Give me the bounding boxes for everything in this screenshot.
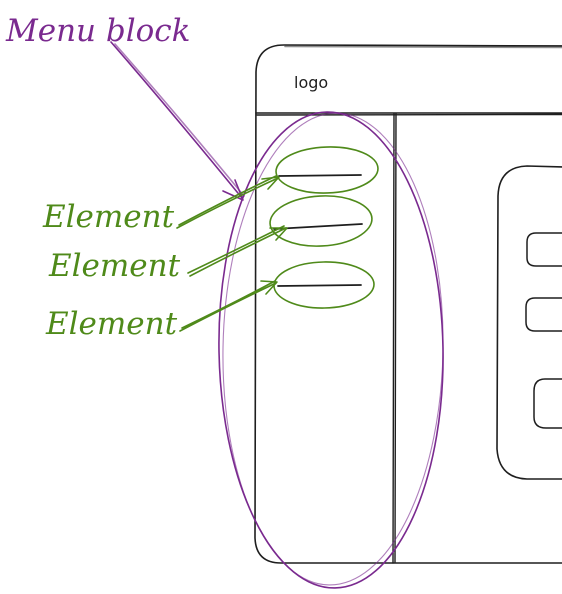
- menu-element-line-1: [278, 174, 362, 177]
- element-arrow-3: [179, 280, 277, 332]
- element-arrow-1-head: [261, 176, 280, 190]
- element-arrow-1: [176, 175, 279, 229]
- menu-block-annotation: Menu block: [5, 13, 190, 49]
- app-window-frame: [254, 44, 562, 564]
- element-arrow-2-head: [269, 227, 288, 241]
- content-control-3: [533, 378, 562, 429]
- sidebar-divider: [392, 113, 397, 564]
- element-highlight-ellipse-2: [269, 195, 373, 247]
- element-annotation-2: Element: [48, 248, 181, 284]
- element-arrows: [176, 175, 288, 332]
- menu-element-lines: [273, 174, 363, 287]
- content-controls: [525, 232, 562, 429]
- menu-block-highlight-ellipse-stroke: [222, 112, 444, 586]
- content-panel: [496, 165, 562, 480]
- content-control-1: [526, 232, 562, 267]
- logo-label: logo: [294, 73, 328, 92]
- element-annotation-1: Element: [42, 199, 175, 235]
- element-highlight-ellipses: [269, 146, 379, 309]
- element-annotation-3: Element: [45, 306, 178, 342]
- menu-element-line-3: [277, 284, 362, 287]
- element-arrow-3-head: [260, 280, 278, 295]
- menu-block-highlight-ellipse: [218, 111, 444, 589]
- menu-element-line-2: [273, 223, 363, 230]
- menu-block-arrow: [110, 41, 245, 201]
- element-highlight-ellipse-1: [275, 146, 379, 194]
- header-divider: [255, 112, 562, 116]
- element-arrow-2: [187, 225, 287, 277]
- content-control-2: [525, 297, 562, 332]
